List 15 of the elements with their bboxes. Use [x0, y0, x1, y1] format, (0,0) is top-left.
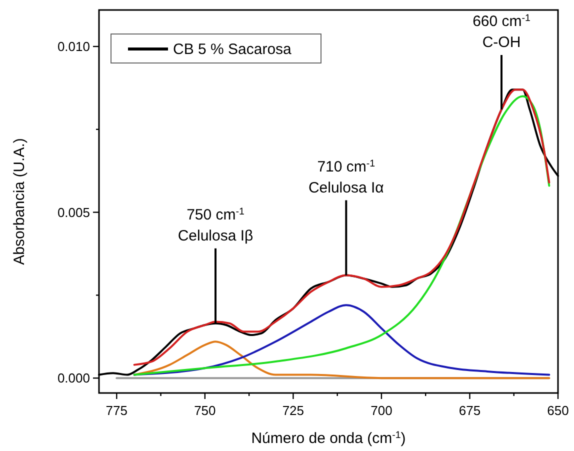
legend-label: CB 5 % Sacarosa	[173, 41, 292, 58]
annotation: 710 cm$^{-1}$ Celulosa Iα	[308, 158, 384, 196]
y-tick-label: 0.005	[57, 204, 90, 220]
x-tick-label: 700	[370, 403, 392, 418]
x-tick-label: 775	[106, 403, 128, 418]
x-axis-title: Número de onda (cm$^{-1}$)	[251, 430, 406, 447]
x-tick-label: 725	[282, 403, 304, 418]
x-tick-label: 650	[547, 403, 569, 418]
y-axis-title: Absorbancia (U.A.)	[11, 138, 28, 265]
annotation: 660 cm$^{-1}$ C-OH	[472, 12, 530, 51]
x-tick-label: 675	[458, 403, 481, 418]
x-tick-label: 750	[194, 403, 216, 418]
y-tick-label: 0.000	[57, 370, 90, 386]
y-tick-label: 0.010	[57, 38, 90, 54]
annotation: 750 cm$^{-1}$ Celulosa Iβ	[178, 206, 254, 244]
